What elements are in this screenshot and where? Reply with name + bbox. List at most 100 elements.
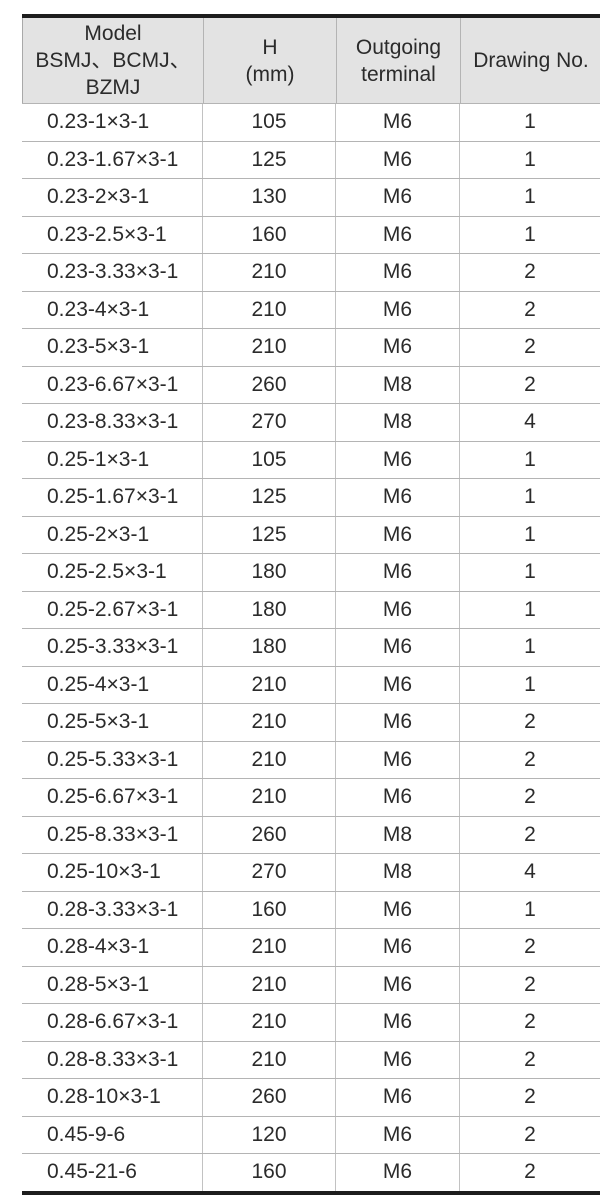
header-line: terminal — [361, 62, 436, 86]
cell-drawing: 2 — [459, 1004, 600, 1041]
table-row: 0.25-1.67×3-1 125 M6 1 — [22, 478, 600, 516]
cell-height: 210 — [202, 779, 335, 816]
cell-model: 0.25-5×3-1 — [47, 710, 150, 734]
cell-height: 270 — [202, 404, 335, 441]
cell-model: 0.28-10×3-1 — [47, 1085, 161, 1109]
cell-terminal: M6 — [335, 1079, 459, 1116]
cell-drawing: 2 — [459, 966, 600, 1003]
cell-height: 210 — [202, 741, 335, 778]
cell-terminal: M8 — [335, 404, 459, 441]
cell-height: 210 — [202, 704, 335, 741]
table-row: 0.23-1.67×3-1 125 M6 1 — [22, 140, 600, 178]
table-row: 0.45-9-6 120 M6 2 — [22, 1115, 600, 1153]
cell-drawing: 4 — [459, 404, 600, 441]
cell-terminal: M8 — [335, 816, 459, 853]
table-header-row: Model BSMJ、BCMJ、 BZMJ H (mm) Outgoing te… — [22, 18, 600, 103]
cell-model: 0.28-8.33×3-1 — [47, 1047, 179, 1071]
header-line: Drawing No. — [473, 49, 589, 72]
cell-drawing: 1 — [459, 591, 600, 628]
cell-model: 0.45-21-6 — [47, 1160, 137, 1184]
cell-height: 210 — [202, 329, 335, 366]
cell-terminal: M6 — [335, 441, 459, 478]
cell-terminal: M6 — [335, 966, 459, 1003]
table-row: 0.25-5.33×3-1 210 M6 2 — [22, 740, 600, 778]
cell-terminal: M6 — [335, 1116, 459, 1153]
table-row: 0.25-10×3-1 270 M8 4 — [22, 853, 600, 891]
cell-model: 0.25-5.33×3-1 — [47, 747, 179, 771]
cell-drawing: 2 — [459, 329, 600, 366]
cell-height: 105 — [202, 104, 335, 141]
cell-terminal: M6 — [335, 329, 459, 366]
cell-terminal: M6 — [335, 479, 459, 516]
cell-height: 180 — [202, 591, 335, 628]
cell-model: 0.25-3.33×3-1 — [47, 635, 179, 659]
cell-drawing: 2 — [459, 1116, 600, 1153]
cell-height: 120 — [202, 1116, 335, 1153]
cell-model: 0.23-2×3-1 — [47, 185, 150, 209]
cell-terminal: M6 — [335, 554, 459, 591]
cell-drawing: 1 — [459, 441, 600, 478]
cell-model: 0.23-1×3-1 — [47, 110, 150, 134]
cell-model: 0.25-1×3-1 — [47, 447, 150, 471]
table-row: 0.25-6.67×3-1 210 M6 2 — [22, 778, 600, 816]
table-row: 0.25-5×3-1 210 M6 2 — [22, 703, 600, 741]
cell-model: 0.23-5×3-1 — [47, 335, 150, 359]
cell-model: 0.25-2.67×3-1 — [47, 597, 179, 621]
cell-drawing: 2 — [459, 1154, 600, 1191]
cell-height: 105 — [202, 441, 335, 478]
cell-height: 270 — [202, 854, 335, 891]
cell-height: 210 — [202, 929, 335, 966]
header-line: Outgoing — [355, 35, 442, 59]
cell-drawing: 4 — [459, 854, 600, 891]
cell-model: 0.25-8.33×3-1 — [47, 822, 179, 846]
cell-drawing: 2 — [459, 1079, 600, 1116]
table-row: 0.23-4×3-1 210 M6 2 — [22, 290, 600, 328]
cell-drawing: 1 — [459, 479, 600, 516]
table-row: 0.23-5×3-1 210 M6 2 — [22, 328, 600, 366]
cell-drawing: 1 — [459, 216, 600, 253]
cell-model: 0.25-1.67×3-1 — [47, 485, 179, 509]
cell-model: 0.25-2.5×3-1 — [47, 560, 167, 584]
cell-height: 125 — [202, 479, 335, 516]
table-row: 0.28-4×3-1 210 M6 2 — [22, 928, 600, 966]
cell-height: 160 — [202, 891, 335, 928]
cell-drawing: 2 — [459, 779, 600, 816]
table-row: 0.23-8.33×3-1 270 M8 4 — [22, 403, 600, 441]
cell-height: 160 — [202, 1154, 335, 1191]
cell-height: 125 — [202, 516, 335, 553]
cell-model: 0.25-10×3-1 — [47, 860, 161, 884]
cell-height: 180 — [202, 629, 335, 666]
cell-terminal: M6 — [335, 929, 459, 966]
cell-model: 0.25-4×3-1 — [47, 672, 150, 696]
cell-terminal: M6 — [335, 629, 459, 666]
column-header-model: Model BSMJ、BCMJ、 BZMJ — [23, 18, 203, 103]
cell-model: 0.45-9-6 — [47, 1122, 126, 1146]
cell-height: 125 — [202, 141, 335, 178]
cell-terminal: M6 — [335, 1154, 459, 1191]
cell-drawing: 1 — [459, 104, 600, 141]
cell-drawing: 2 — [459, 254, 600, 291]
cell-drawing: 2 — [459, 741, 600, 778]
cell-terminal: M6 — [335, 704, 459, 741]
table-row: 0.28-5×3-1 210 M6 2 — [22, 965, 600, 1003]
cell-height: 210 — [202, 1041, 335, 1078]
cell-terminal: M6 — [335, 891, 459, 928]
cell-drawing: 2 — [459, 816, 600, 853]
table-row: 0.23-3.33×3-1 210 M6 2 — [22, 253, 600, 291]
table-row: 0.23-2×3-1 130 M6 1 — [22, 178, 600, 216]
cell-drawing: 2 — [459, 291, 600, 328]
column-header-height: H (mm) — [203, 18, 336, 103]
cell-height: 260 — [202, 816, 335, 853]
table-row: 0.28-10×3-1 260 M6 2 — [22, 1078, 600, 1116]
cell-height: 160 — [202, 216, 335, 253]
cell-terminal: M6 — [335, 1004, 459, 1041]
cell-drawing: 1 — [459, 179, 600, 216]
cell-model: 0.23-8.33×3-1 — [47, 410, 179, 434]
cell-height: 210 — [202, 1004, 335, 1041]
column-header-drawing: Drawing No. — [460, 18, 600, 103]
cell-terminal: M6 — [335, 254, 459, 291]
cell-terminal: M6 — [335, 516, 459, 553]
cell-terminal: M6 — [335, 741, 459, 778]
cell-height: 210 — [202, 291, 335, 328]
table-row: 0.25-2×3-1 125 M6 1 — [22, 515, 600, 553]
